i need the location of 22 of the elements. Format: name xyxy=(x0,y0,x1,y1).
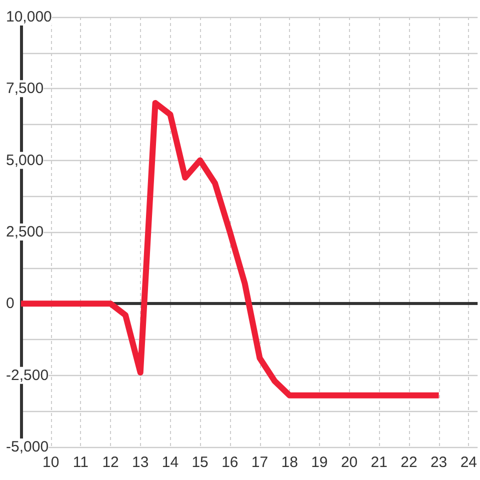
y-tick-label: -2,500 xyxy=(6,366,49,384)
x-tick-label: 19 xyxy=(311,454,328,471)
x-tick-label: 11 xyxy=(72,454,88,471)
x-tick-label: 10 xyxy=(42,454,60,471)
x-tick-label: 18 xyxy=(281,454,298,471)
y-tick-label: -5,000 xyxy=(6,438,49,456)
y-tick-label: 5,000 xyxy=(6,152,44,169)
y-tick-label: 7,500 xyxy=(6,80,44,98)
y-tick-label: 10,000 xyxy=(6,8,52,26)
x-tick-label: 22 xyxy=(400,454,418,471)
x-tick-label: 13 xyxy=(132,454,149,471)
x-tick-label: 16 xyxy=(222,454,238,471)
x-tick-label: 15 xyxy=(192,454,208,471)
x-tick-label: 14 xyxy=(162,454,179,471)
x-tick-label: 12 xyxy=(102,454,119,471)
x-tick-label: 23 xyxy=(430,454,448,471)
x-tick-label: 21 xyxy=(370,454,388,471)
y-tick-label: 2,500 xyxy=(6,224,44,240)
x-tick-label: 17 xyxy=(251,454,268,471)
y-tick-label: 0 xyxy=(6,295,14,312)
x-tick-label: 20 xyxy=(340,454,358,471)
x-tick-label: 24 xyxy=(460,454,477,471)
